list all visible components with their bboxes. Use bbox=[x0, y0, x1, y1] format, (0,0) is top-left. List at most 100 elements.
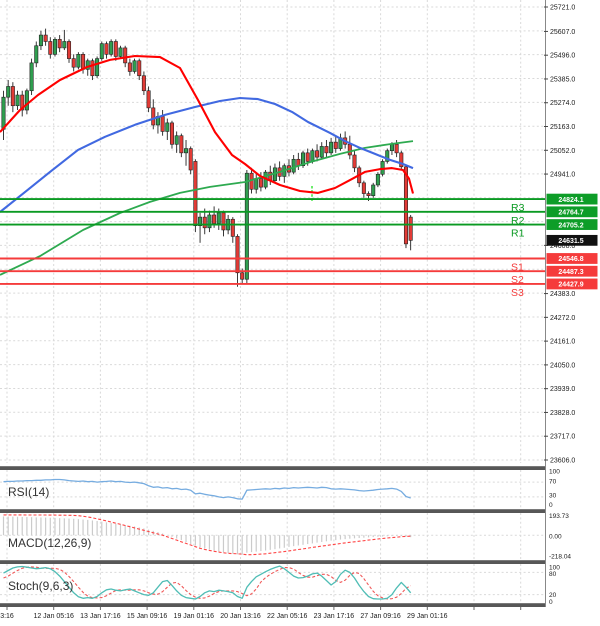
candle-body bbox=[371, 184, 376, 196]
candle-body bbox=[361, 182, 366, 194]
time-tick-label: 20 Jan 13:16 bbox=[220, 613, 261, 620]
current-price-badge bbox=[546, 234, 598, 246]
separator-bar bbox=[0, 466, 545, 470]
price-tick-label: 23717.0 bbox=[550, 434, 575, 441]
separator-bar bbox=[0, 603, 545, 607]
time-tick-label: 12 Jan 05:16 bbox=[33, 613, 74, 620]
candle-body bbox=[113, 41, 118, 57]
price-tick-label: 24608.0 bbox=[550, 243, 575, 250]
svg-text:24546.8: 24546.8 bbox=[558, 256, 583, 263]
candle-body bbox=[240, 272, 245, 280]
price-tick-label: 24050.0 bbox=[550, 362, 575, 369]
macd-line bbox=[3, 514, 411, 556]
candle-body bbox=[324, 146, 329, 154]
candle-body bbox=[52, 39, 57, 55]
candle-body bbox=[104, 43, 109, 55]
candle-body bbox=[165, 122, 170, 132]
candle-body bbox=[67, 41, 72, 59]
candle-body bbox=[10, 86, 15, 107]
stoch-k-line bbox=[3, 565, 412, 600]
resistance-price-badge bbox=[546, 219, 598, 230]
candle-body bbox=[366, 193, 371, 196]
candle-body bbox=[408, 216, 413, 241]
candle-body bbox=[333, 141, 338, 149]
candle-body bbox=[329, 141, 334, 154]
candle-body bbox=[15, 94, 20, 107]
macd-tick-label: 0.00 bbox=[549, 534, 562, 541]
price-tick-label: 25052.0 bbox=[550, 148, 575, 155]
price-tick-label: 24272.0 bbox=[550, 315, 575, 322]
time-tick-label: 15 Jan 09:16 bbox=[127, 613, 168, 620]
candle-body bbox=[319, 146, 324, 158]
price-tick-label: 24161.0 bbox=[550, 339, 575, 346]
candle-body bbox=[310, 150, 315, 162]
time-tick-label: 23 Jan 17:16 bbox=[314, 613, 355, 620]
time-tick-label: 3:16 bbox=[0, 613, 14, 620]
candle-body bbox=[347, 143, 352, 156]
candle-body bbox=[315, 150, 320, 158]
candle-body bbox=[76, 54, 81, 68]
separator-bar bbox=[0, 560, 545, 564]
candle-body bbox=[207, 214, 212, 229]
candle-body bbox=[38, 34, 43, 47]
rsi-panel: 100 70 30 0 bbox=[3, 469, 560, 509]
price-tick-label: 23828.0 bbox=[550, 410, 575, 417]
candle-body bbox=[291, 158, 296, 173]
candle-body bbox=[212, 214, 217, 224]
candle-body bbox=[43, 34, 48, 42]
rsi-tick-label: 0 bbox=[549, 502, 553, 509]
price-tick-label: 23606.0 bbox=[550, 457, 575, 464]
candle-body bbox=[81, 54, 86, 70]
candle-body bbox=[202, 216, 207, 229]
svg-text:24427.9: 24427.9 bbox=[558, 282, 583, 289]
svg-text:24824.1: 24824.1 bbox=[558, 197, 583, 204]
candle-body bbox=[174, 135, 179, 145]
candle-body bbox=[62, 41, 67, 49]
candle-body bbox=[216, 212, 221, 224]
moving-averages bbox=[0, 54, 415, 276]
candle-body bbox=[123, 47, 128, 64]
price-tick-label: 25607.0 bbox=[550, 29, 575, 36]
time-tick-label: 19 Jan 01:16 bbox=[174, 613, 215, 620]
candle-body bbox=[193, 161, 198, 226]
candle-body bbox=[1, 96, 6, 130]
candle-body bbox=[403, 166, 408, 245]
candle-body bbox=[188, 148, 193, 171]
candle-body bbox=[109, 41, 114, 55]
stoch-tick-label: 100 bbox=[549, 565, 560, 572]
price-tick-label: 25385.0 bbox=[550, 76, 575, 83]
support-price-badge bbox=[546, 265, 598, 277]
ma-red-line bbox=[0, 54, 415, 194]
candle-body bbox=[244, 172, 249, 280]
candle-body bbox=[20, 94, 25, 111]
candle-body bbox=[184, 148, 189, 154]
support-price-badge bbox=[546, 253, 598, 264]
candle-body bbox=[48, 41, 53, 55]
macd-tick-label: 193.73 bbox=[549, 513, 569, 520]
price-tick-label: 25721.0 bbox=[550, 5, 575, 12]
candle-body bbox=[151, 107, 156, 126]
time-tick-label: 27 Jan 09:16 bbox=[360, 613, 401, 620]
stoch-tick-label: 20 bbox=[549, 592, 557, 599]
candle-body bbox=[169, 122, 174, 145]
svg-text:24764.7: 24764.7 bbox=[558, 210, 583, 217]
svg-text:24705.2: 24705.2 bbox=[558, 222, 583, 229]
rsi-line bbox=[3, 478, 411, 500]
candle-body bbox=[305, 152, 310, 162]
time-tick-label: 13 Jan 17:16 bbox=[80, 613, 121, 620]
ma-blue-line bbox=[0, 96, 414, 213]
resistance-label: R1 bbox=[511, 228, 525, 240]
candle-body bbox=[179, 135, 184, 154]
stoch-tick-label: 0 bbox=[549, 599, 553, 606]
svg-text:24487.3: 24487.3 bbox=[558, 269, 583, 276]
price-tick-label: 25496.0 bbox=[550, 53, 575, 60]
candle-body bbox=[394, 143, 399, 154]
candle-body bbox=[399, 152, 404, 168]
candle-body bbox=[6, 86, 11, 98]
price-tick-label: 24383.0 bbox=[550, 291, 575, 298]
candle-body bbox=[90, 60, 95, 77]
